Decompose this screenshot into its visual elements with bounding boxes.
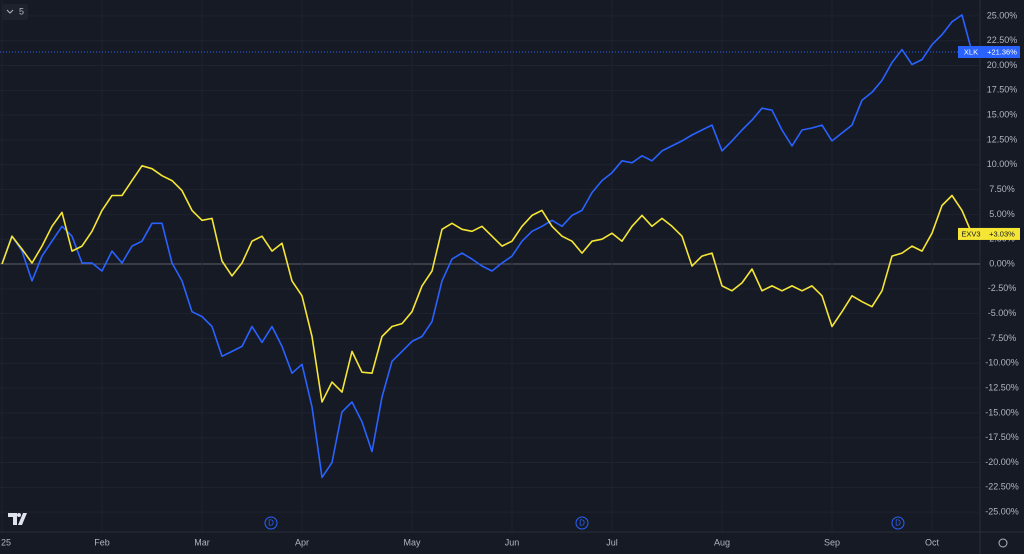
y-tick-label: 0.00%: [989, 258, 1015, 268]
series-line: [1, 14, 973, 479]
dividend-circle[interactable]: [891, 516, 905, 530]
y-tick-label: 10.00%: [987, 159, 1018, 169]
y-tick-label: 17.50%: [987, 85, 1018, 95]
dividend-marker[interactable]: D: [264, 516, 278, 530]
logo-dot: [17, 513, 21, 517]
logo-shape: [8, 513, 27, 525]
interval-button-bg[interactable]: [2, 4, 28, 20]
x-tick-label: Apr: [295, 537, 309, 547]
y-tick-label: 20.00%: [987, 60, 1018, 70]
y-tick-label: -12.50%: [985, 382, 1019, 392]
dividend-circle[interactable]: [264, 516, 278, 530]
y-tick-label: 15.00%: [987, 110, 1018, 120]
dividend-label: D: [579, 519, 585, 528]
legend-name: XLK: [964, 47, 978, 56]
y-tick-label: -7.50%: [988, 333, 1017, 343]
y-tick-label: -2.50%: [988, 283, 1017, 293]
x-tick-label: Jun: [505, 537, 520, 547]
y-tick-label: 5.00%: [989, 209, 1015, 219]
dividend-circle[interactable]: [575, 516, 589, 530]
x-tick-label: Aug: [714, 537, 730, 547]
price-tag-value-bg: [984, 227, 1020, 240]
x-tick-label: May: [403, 537, 421, 547]
dividend-label: D: [268, 519, 274, 528]
price-tag-value-bg: [984, 46, 1020, 59]
price-tag-value: +3.03%: [989, 229, 1015, 238]
grid: [0, 0, 980, 532]
x-tick-label: Jul: [606, 537, 618, 547]
y-tick-label: 22.50%: [987, 35, 1018, 45]
tradingview-logo[interactable]: [8, 513, 27, 525]
interval-label: 5: [19, 6, 24, 16]
gear-icon: [998, 538, 1008, 548]
x-tick-label: 25: [1, 537, 11, 547]
x-tick-label: Feb: [94, 537, 110, 547]
y-tick-label: -5.00%: [988, 308, 1017, 318]
series-line: [1, 165, 973, 403]
dividend-label: D: [895, 519, 901, 528]
y-tick-label: -17.50%: [985, 432, 1019, 442]
dividend-marker[interactable]: D: [891, 516, 905, 530]
price-tag-name-bg: [958, 46, 984, 59]
x-tick-label: Mar: [194, 537, 210, 547]
y-tick-label: 12.50%: [987, 134, 1018, 144]
price-tag: XLK +21.36%: [958, 46, 1020, 59]
chevron-icon: [6, 9, 14, 14]
interval-button[interactable]: 5: [2, 4, 28, 20]
y-tick-label: -15.00%: [985, 407, 1019, 417]
y-tick-label: -25.00%: [985, 507, 1019, 517]
price-tag-name-bg: [958, 227, 984, 240]
price-tag: EXV3 +3.03%: [958, 227, 1020, 240]
legend-name: EXV3: [961, 229, 980, 238]
x-tick-label: Oct: [925, 537, 940, 547]
dividend-marker[interactable]: D: [575, 516, 589, 530]
settings-button[interactable]: [998, 538, 1008, 548]
y-tick-label: 7.50%: [989, 184, 1015, 194]
y-tick-label: 25.00%: [987, 10, 1018, 20]
y-tick-label: -22.50%: [985, 482, 1019, 492]
y-tick-label: -10.00%: [985, 358, 1019, 368]
y-tick-label: -20.00%: [985, 457, 1019, 467]
x-tick-label: Sep: [824, 537, 840, 547]
price-tag-value: +21.36%: [987, 47, 1017, 56]
